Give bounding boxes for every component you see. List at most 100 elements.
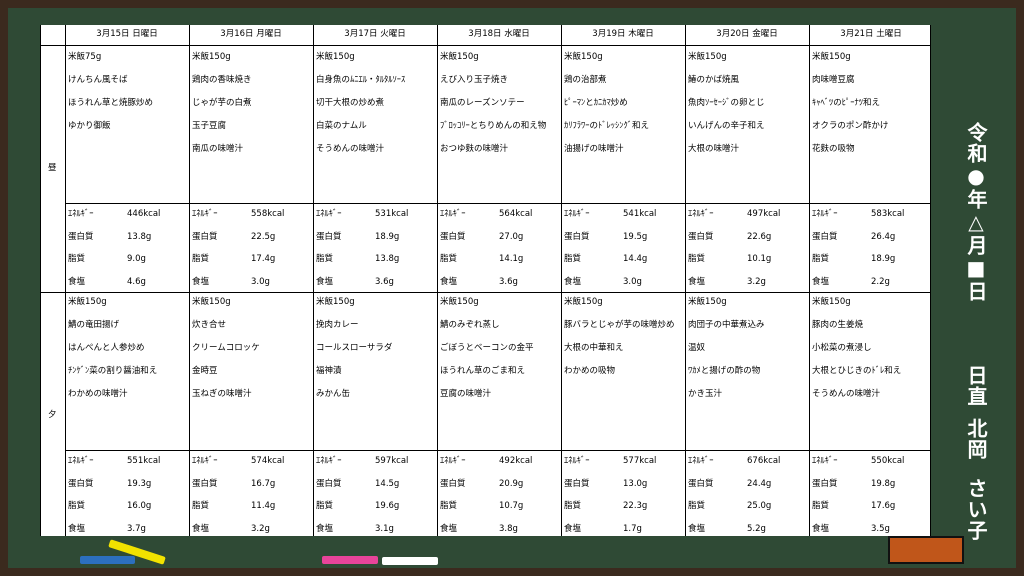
nutrition-value: 24.4g (747, 478, 772, 489)
menu-table: 昼夕 3月15日 日曜日 米飯75g けんちん風そば ほうれん草と焼豚炒め ゆかり御飯 ｴﾈ… (40, 25, 931, 536)
nutrition-label: 脂質 (812, 501, 830, 511)
dish: 肉団子の中華煮込み (688, 320, 765, 330)
nutrition-value: 11.4g (251, 501, 276, 511)
nutrition-label: 蛋白質 (68, 478, 94, 489)
column-line (40, 25, 41, 536)
dish: わかめの味噌汁 (68, 389, 128, 399)
dish: 米飯150g (812, 52, 851, 62)
nutrition-label: 食塩 (812, 523, 830, 534)
nutrition-value: 597kcal (375, 456, 409, 466)
nutrition-value: 1.7g (623, 523, 642, 534)
nutrition-label: 食塩 (68, 523, 86, 534)
nutrition-value: 18.9g (375, 231, 400, 242)
nutrition-value: 676kcal (747, 456, 781, 466)
dish: 米飯150g (316, 52, 355, 62)
dish: けんちん風そば (68, 75, 128, 85)
nutrition-value: 558kcal (251, 209, 285, 219)
dish: 米飯150g (812, 297, 851, 307)
dish: ゆかり御飯 (68, 121, 111, 131)
row-line (65, 450, 930, 451)
dish: 豚肉の生姜焼 (812, 320, 864, 330)
chalk (322, 556, 378, 564)
dish: 白菜のナムル (316, 121, 367, 131)
nutrition-label: 食塩 (192, 523, 210, 534)
duty-name: 北岡 (964, 418, 988, 460)
nutrition-value: 10.7g (499, 501, 524, 511)
nutrition-value: 564kcal (499, 209, 533, 219)
day-header: 3月16日 月曜日 (220, 29, 282, 39)
nutrition-label: 蛋白質 (440, 231, 466, 242)
chalk (80, 556, 135, 564)
board-date: 令和●年△月■日 (964, 122, 988, 302)
nutrition-value: 3.2g (251, 523, 270, 534)
nutrition-value: 19.8g (871, 478, 896, 489)
dish: 玉ねぎの味噌汁 (192, 389, 252, 399)
nutrition-value: 531kcal (375, 209, 409, 219)
dish: 鰆のかば焼風 (688, 75, 740, 85)
dish: おつゆ麩の味噌汁 (440, 144, 509, 154)
nutrition-label: 食塩 (440, 276, 458, 287)
row-line (65, 203, 930, 204)
nutrition-value: 22.5g (251, 231, 276, 242)
dish: 豆腐の味噌汁 (440, 389, 492, 399)
nutrition-label: 蛋白質 (812, 231, 838, 242)
nutrition-label: 蛋白質 (192, 478, 218, 489)
nutrition-label: ｴﾈﾙｷﾞｰ (316, 456, 342, 466)
nutrition-label: 蛋白質 (192, 231, 218, 242)
duty-label: 日直 (964, 365, 988, 407)
nutrition-label: 蛋白質 (440, 478, 466, 489)
nutrition-label: 脂質 (68, 501, 86, 511)
nutrition-value: 3.7g (127, 523, 146, 534)
nutrition-label: ｴﾈﾙｷﾞｰ (68, 209, 94, 219)
dish: 米飯150g (564, 297, 603, 307)
dish: 米飯150g (316, 297, 355, 307)
nutrition-value: 27.0g (499, 231, 524, 242)
dish: ｷｬﾍﾞﾂのﾋﾟｰﾅﾂ和え (812, 98, 881, 108)
dish: ほうれん草のごま和え (440, 366, 526, 376)
dish: 米飯150g (192, 297, 231, 307)
dish: 花麩の吸物 (812, 144, 855, 154)
dish: ほうれん草と焼豚炒め (68, 98, 154, 108)
nutrition-value: 550kcal (871, 456, 905, 466)
dish: 鶏の治部煮 (564, 75, 607, 85)
dish: クリームコロッケ (192, 343, 260, 353)
nutrition-label: 脂質 (564, 254, 582, 264)
dish: 大根とひじきのﾄﾞﾚ和え (812, 366, 902, 376)
nutrition-label: 蛋白質 (564, 478, 590, 489)
dish: 切干大根の炒め煮 (316, 98, 385, 108)
dish: 福神漬 (316, 366, 342, 376)
nutrition-value: 9.0g (127, 254, 146, 264)
dish: 肉味噌豆腐 (812, 75, 855, 85)
day-header: 3月17日 火曜日 (344, 29, 406, 39)
dish: 鯖のみぞれ蒸し (440, 320, 500, 330)
nutrition-label: ｴﾈﾙｷﾞｰ (812, 209, 838, 219)
nutrition-value: 16.7g (251, 478, 276, 489)
dish: コールスローサラダ (316, 343, 393, 353)
dish: 魚肉ｿｰｾｰｼﾞの卵とじ (688, 98, 765, 108)
chalk (382, 557, 438, 565)
nutrition-value: 17.4g (251, 254, 276, 264)
column-line (313, 25, 314, 536)
dish: 米飯150g (440, 52, 479, 62)
dish: 米飯150g (688, 52, 727, 62)
dish: 豚バラとじゃが芋の味噌炒め (564, 320, 675, 330)
dish: はんぺんと人参炒め (68, 343, 145, 353)
nutrition-label: 脂質 (440, 501, 458, 511)
dish: 白身魚のﾑﾆｴﾙ・ﾀﾙﾀﾙｿｰｽ (316, 75, 406, 85)
nutrition-label: 食塩 (688, 276, 706, 287)
dish: 米飯150g (440, 297, 479, 307)
nutrition-label: 脂質 (440, 254, 458, 264)
dish: オクラのポン酢かけ (812, 121, 889, 131)
column-line (189, 25, 190, 536)
dish: かき玉汁 (688, 389, 723, 399)
nutrition-value: 25.0g (747, 501, 772, 511)
nutrition-label: 蛋白質 (688, 231, 714, 242)
dish: 南瓜のレーズンソテー (440, 98, 525, 108)
column-line (809, 25, 810, 536)
nutrition-value: 3.2g (747, 276, 766, 287)
row-line (40, 292, 930, 293)
nutrition-value: 3.8g (499, 523, 518, 534)
nutrition-label: ｴﾈﾙｷﾞｰ (440, 209, 466, 219)
nutrition-value: 14.5g (375, 478, 400, 489)
